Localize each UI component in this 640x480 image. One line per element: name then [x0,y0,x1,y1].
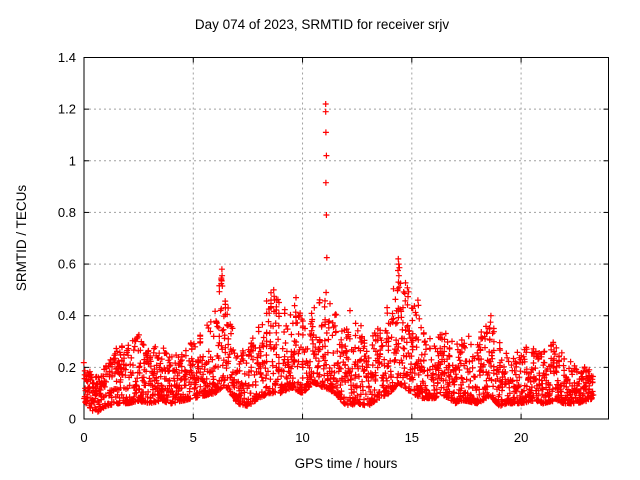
y-tick-label: 1 [69,153,76,168]
x-axis-label: GPS time / hours [295,456,398,471]
x-tick-label: 0 [80,430,87,445]
x-tick-label: 10 [295,430,309,445]
x-tick-label: 15 [405,430,419,445]
y-tick-label: 0.2 [58,360,76,375]
y-tick-label: 0 [69,412,76,427]
y-tick-label: 1.2 [58,102,76,117]
y-tick-label: 0.6 [58,257,76,272]
y-tick-label: 0.8 [58,205,76,220]
x-tick-label: 5 [190,430,197,445]
y-tick-label: 1.4 [58,50,76,65]
y-tick-label: 0.4 [58,308,76,323]
tick-labels: 0 5 10 15 20 0 0.2 0.4 0.6 0.8 1 1.2 1.4 [58,50,528,445]
scatter-points [80,101,597,415]
plot-border [83,57,609,420]
y-axis-label: SRMTID / TECUs [14,185,29,292]
x-tick-label: 20 [514,430,528,445]
chart-title: Day 074 of 2023, SRMTID for receiver srj… [195,17,450,32]
